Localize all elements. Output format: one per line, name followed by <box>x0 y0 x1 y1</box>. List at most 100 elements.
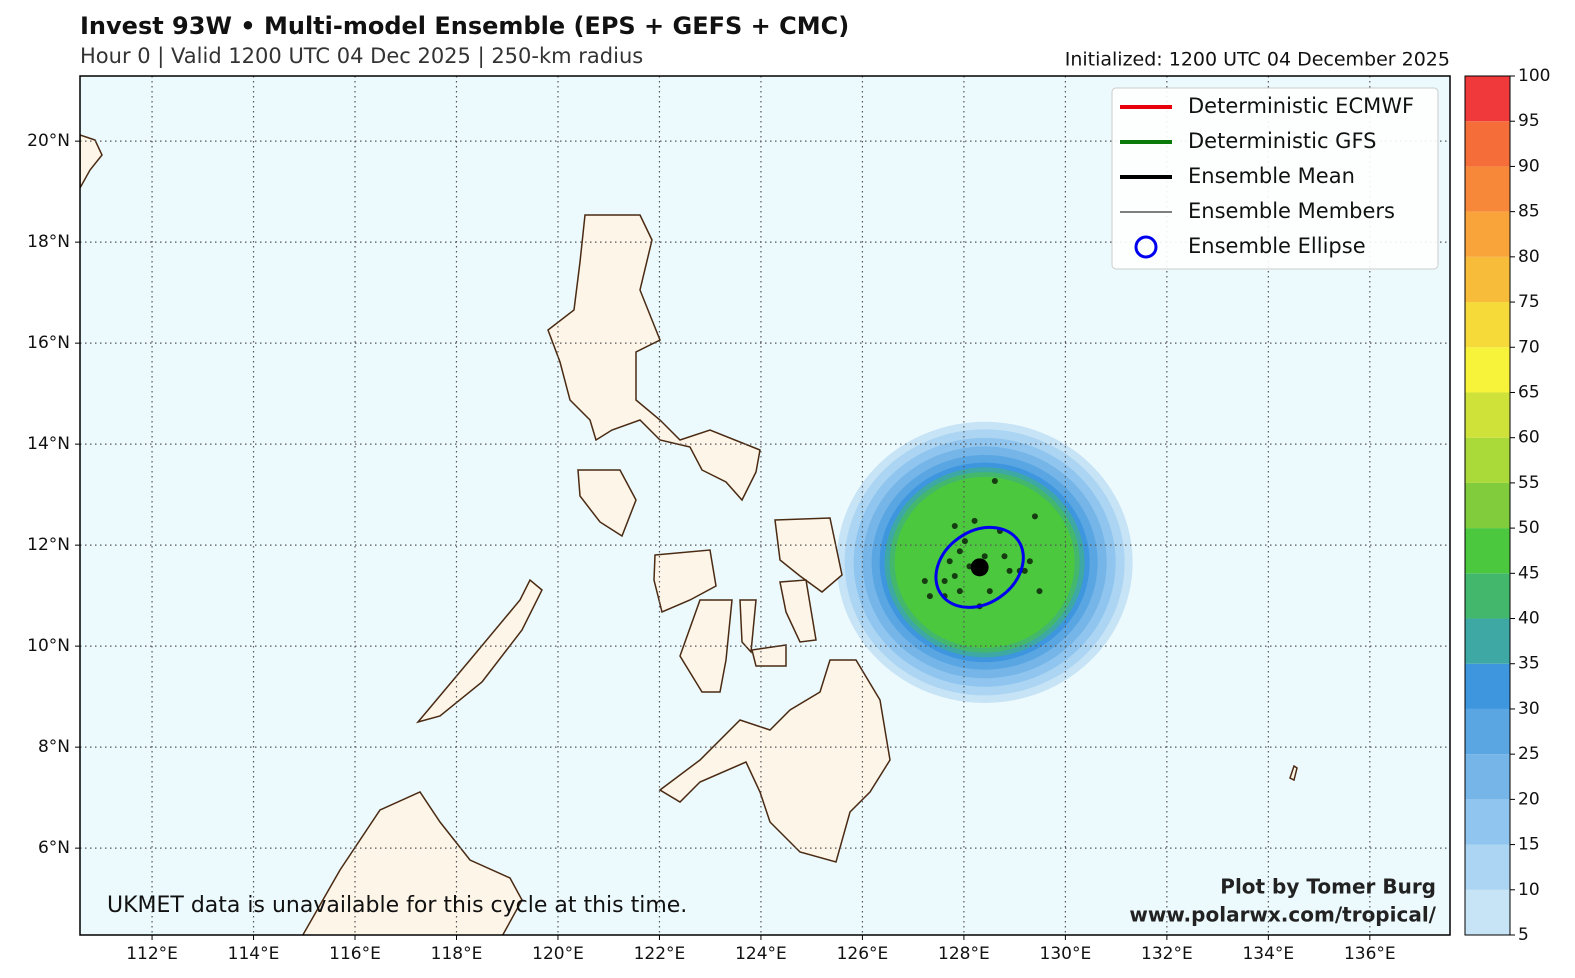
colorbar-label: 30 <box>1518 699 1540 719</box>
ensemble-member <box>946 558 953 565</box>
colorbar-band <box>1465 799 1510 845</box>
taiwan <box>80 134 103 190</box>
leyte <box>779 579 817 643</box>
colorbar-label: 65 <box>1518 382 1540 402</box>
x-tick-label: 114°E <box>228 944 280 964</box>
x-tick-label: 126°E <box>837 944 889 964</box>
note: UKMET data is unavailable for this cycle… <box>107 893 687 918</box>
y-tick-label: 14°N <box>27 434 70 454</box>
ensemble-member <box>1026 558 1033 565</box>
colorbar-band <box>1465 844 1510 890</box>
colorbar-band <box>1465 347 1510 393</box>
mindoro <box>577 469 637 538</box>
legend-swatch <box>1134 235 1158 259</box>
x-tick-label: 130°E <box>1040 944 1092 964</box>
colorbar-band <box>1465 708 1510 755</box>
initialized: Initialized: 1200 UTC 04 December 2025 <box>1065 49 1450 71</box>
y-tick-label: 8°N <box>38 737 70 757</box>
colorbar-band <box>1465 754 1510 800</box>
x-tick-label: 116°E <box>329 944 381 964</box>
colorbar-label: 60 <box>1518 428 1540 448</box>
x-tick-label: 136°E <box>1344 944 1396 964</box>
legend-label: Ensemble Members <box>1188 199 1395 223</box>
colorbar-band <box>1465 166 1510 212</box>
ensemble-member <box>1001 553 1008 560</box>
colorbar-band <box>1465 211 1510 257</box>
title: Invest 93W • Multi-model Ensemble (EPS +… <box>80 12 849 40</box>
colorbar-band <box>1465 76 1510 122</box>
ensemble-member <box>951 572 958 579</box>
legend-label: Ensemble Mean <box>1188 164 1355 188</box>
y-tick-label: 20°N <box>27 131 70 151</box>
mindanao <box>658 659 891 863</box>
cebu <box>739 599 757 654</box>
legend-label: Deterministic GFS <box>1188 129 1377 153</box>
legend: Deterministic ECMWF Deterministic GFS Ense… <box>1111 87 1439 270</box>
ensemble-member <box>1036 588 1043 595</box>
bohol <box>751 644 787 667</box>
colorbar-label: 25 <box>1518 744 1540 764</box>
colorbar-label: 10 <box>1518 880 1540 900</box>
ensemble-member <box>991 478 998 485</box>
x-tick-label: 128°E <box>938 944 990 964</box>
ensemble-member <box>921 577 928 584</box>
subtitle: Hour 0 | Valid 1200 UTC 04 Dec 2025 | 25… <box>80 44 643 69</box>
borneo <box>301 791 523 935</box>
ensemble-member <box>956 548 963 555</box>
colorbar-label: 80 <box>1518 247 1540 267</box>
credit-name: Plot by Tomer Burg <box>1220 875 1436 899</box>
colorbar-label: 55 <box>1518 473 1540 493</box>
colorbar-label: 45 <box>1518 563 1540 583</box>
x-tick-label: 134°E <box>1242 944 1294 964</box>
colorbar-label: 40 <box>1518 609 1540 629</box>
colorbar-band <box>1465 482 1510 529</box>
x-tick-label: 132°E <box>1141 944 1193 964</box>
colorbar-label: 15 <box>1518 835 1540 855</box>
colorbar-band <box>1465 121 1510 167</box>
colorbar-label: 75 <box>1518 292 1540 312</box>
ensemble-member <box>926 593 933 600</box>
colorbar-band <box>1465 302 1510 348</box>
ensemble-member <box>961 538 968 545</box>
legend-label: Ensemble Ellipse <box>1188 234 1366 258</box>
samar <box>774 517 843 593</box>
palau <box>1289 764 1298 782</box>
x-tick-label: 124°E <box>735 944 787 964</box>
ensemble-member <box>956 588 963 595</box>
colorbar-band <box>1465 573 1510 619</box>
ensemble-member <box>951 522 958 529</box>
credit-url: www.polarwx.com/tropical/ <box>1129 903 1436 927</box>
colorbar-label: 90 <box>1518 156 1540 176</box>
colorbar-label: 20 <box>1518 789 1540 809</box>
colorbar-label: 70 <box>1518 337 1540 357</box>
y-tick-label: 10°N <box>27 636 70 656</box>
colorbar-band <box>1465 618 1510 664</box>
ensemble-member <box>986 588 993 595</box>
graticule <box>80 76 1450 935</box>
y-tick-label: 6°N <box>38 838 70 858</box>
colorbar-frame <box>1464 75 1511 936</box>
x-tick-label: 112°E <box>126 944 178 964</box>
palawan <box>415 578 543 724</box>
ensemble-mean <box>970 558 989 577</box>
land <box>80 134 1298 935</box>
colorbar-label: 95 <box>1518 111 1540 131</box>
panay <box>653 549 717 614</box>
legend-box <box>1111 87 1439 270</box>
colorbar-label: 35 <box>1518 654 1540 674</box>
colorbar: 5 10 15 20 25 30 35 40 45 50 55 60 65 70 75 80 85 90 95 100 <box>1464 66 1550 945</box>
x-tick-label: 120°E <box>532 944 584 964</box>
ensemble-member <box>941 577 948 584</box>
luzon <box>547 214 761 502</box>
ensemble-member <box>1006 567 1013 574</box>
x-tick-label: 118°E <box>431 944 483 964</box>
ensemble-member <box>1031 513 1038 520</box>
y-tick-label: 18°N <box>27 232 70 252</box>
colorbar-band <box>1465 392 1510 438</box>
colorbar-band <box>1465 528 1510 574</box>
colorbar-label: 5 <box>1518 925 1529 945</box>
colorbar-band <box>1465 437 1510 483</box>
ensemble-layer <box>921 478 1043 610</box>
ensemble-member <box>1021 567 1028 574</box>
